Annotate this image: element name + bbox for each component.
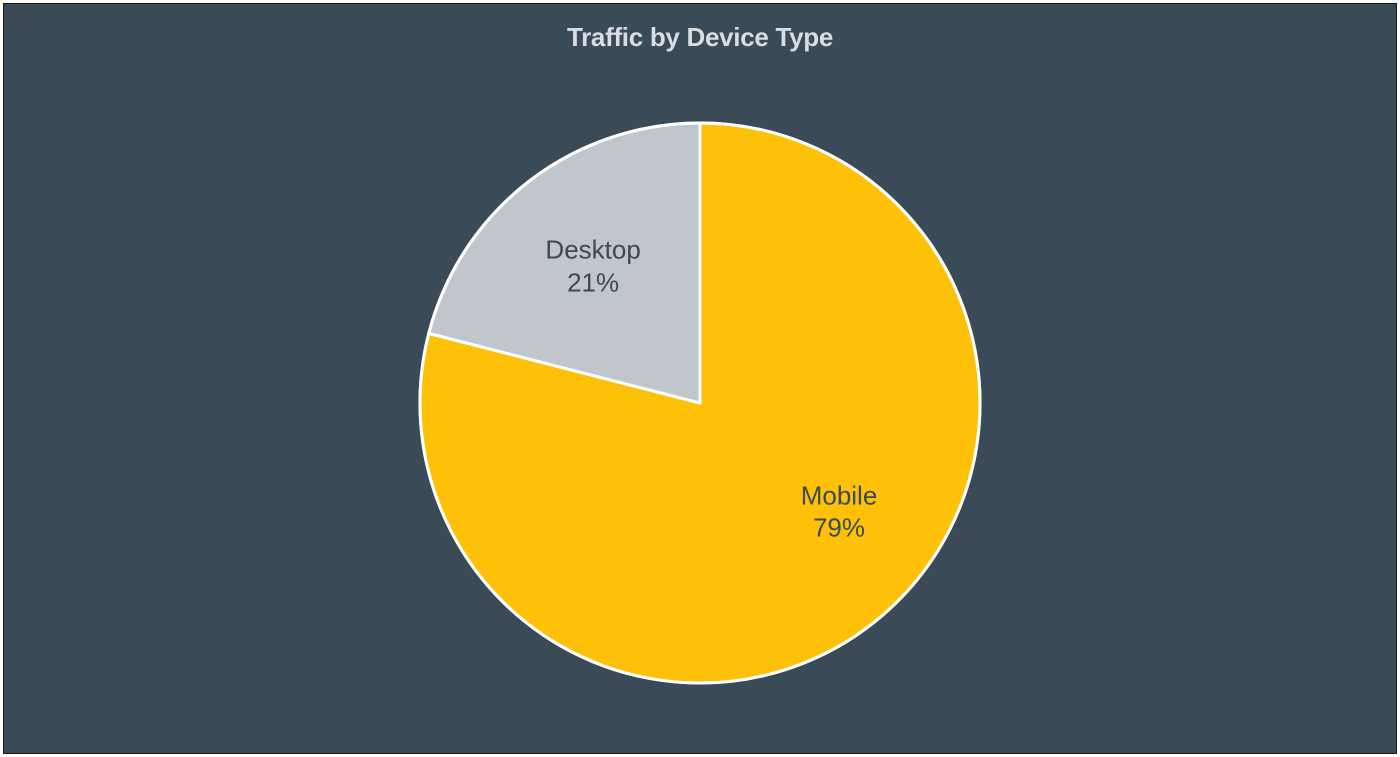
slice-label-pct: 79% xyxy=(801,512,878,545)
slice-label-mobile: Mobile79% xyxy=(801,479,878,544)
pie-svg xyxy=(415,118,985,688)
slice-label-pct: 21% xyxy=(545,266,640,299)
slice-label-desktop: Desktop21% xyxy=(545,234,640,299)
pie-chart: Mobile79% Desktop21% xyxy=(4,53,1396,753)
chart-title: Traffic by Device Type xyxy=(567,22,833,53)
slice-label-name: Desktop xyxy=(545,234,640,267)
slice-label-name: Mobile xyxy=(801,479,878,512)
chart-container: Traffic by Device Type Mobile79% Desktop2… xyxy=(3,3,1397,754)
